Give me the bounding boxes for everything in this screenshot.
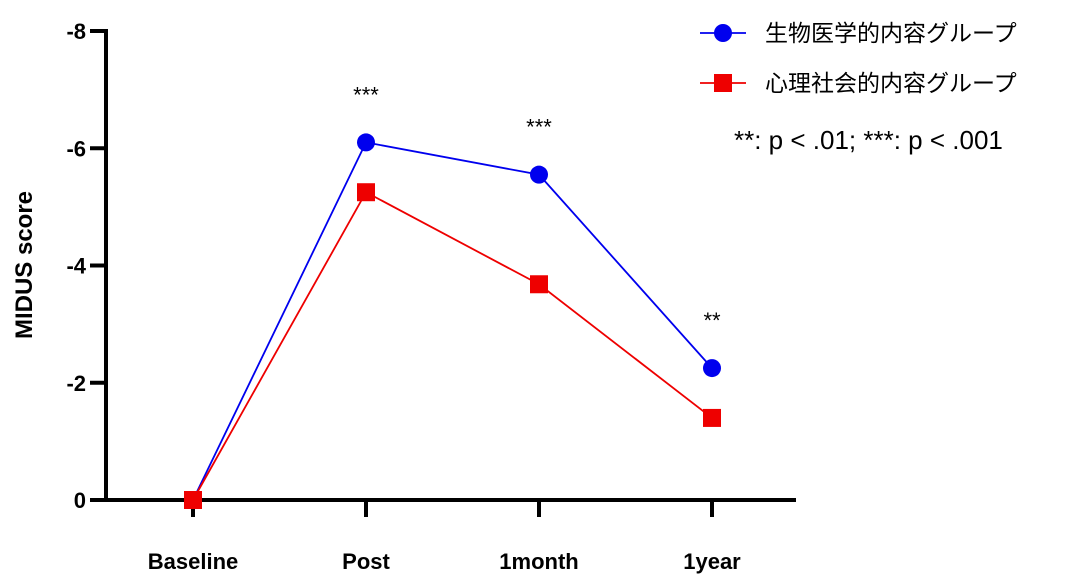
legend-marker [714,74,732,92]
series-1 [184,133,721,509]
y-tick-label: -4 [66,254,86,279]
x-ticks: Baseline Post 1month 1year [148,500,741,574]
series-2 [184,183,721,509]
series-line [192,141,713,501]
series-layer [184,133,721,509]
x-tick-label: Post [342,549,390,574]
y-ticks: 0 -2 -4 -6 -8 [66,19,106,513]
y-tick-label: -8 [66,19,86,44]
legend-item: 心理社会的内容グループ [700,71,1017,97]
legend-item: 生物医学的内容グループ [700,21,1017,47]
legend-marker [714,24,732,42]
y-tick-label: 0 [74,488,86,513]
data-point [530,165,548,184]
legend-label: 心理社会的内容グループ [765,71,1017,97]
x-tick-label: 1year [683,549,741,574]
legend-label: 生物医学的内容グループ [765,21,1017,47]
x-tick-label: 1month [499,549,578,574]
data-point [184,491,202,509]
data-point [703,359,721,378]
significance-label: ** [703,308,721,333]
significance-labels: ******** [353,82,721,333]
x-tick-label: Baseline [148,549,239,574]
data-point [703,408,721,427]
data-point [357,133,375,152]
y-axis-title: MIDUS score [11,191,38,339]
data-point [357,183,375,202]
series-line [192,191,713,501]
significance-label: *** [526,115,552,140]
axes [104,29,796,502]
y-tick-label: -6 [66,136,86,161]
significance-label: *** [353,82,379,107]
y-tick-label: -2 [66,371,86,396]
data-point [530,275,548,294]
significance-note: **: p < .01; ***: p < .001 [734,125,1003,155]
